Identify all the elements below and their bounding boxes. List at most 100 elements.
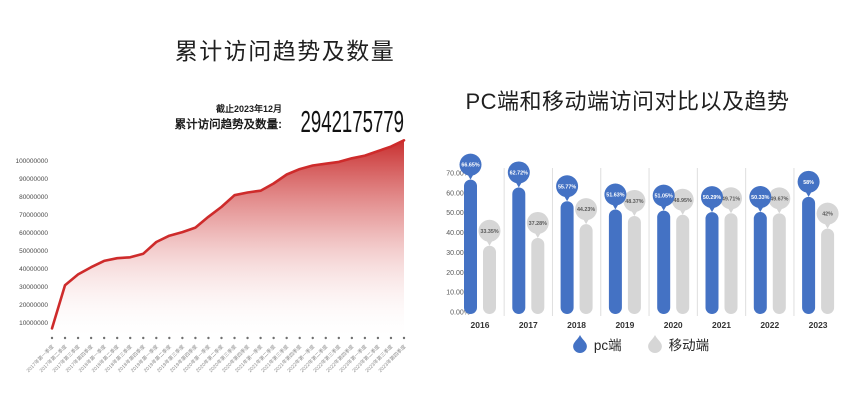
annotation-date-note: 截止2023年12月	[215, 104, 282, 114]
mobile-bar	[724, 213, 738, 314]
y-tick-label: 60.00%	[446, 190, 470, 197]
year-label: 2018	[567, 320, 586, 330]
year-label: 2021	[712, 320, 731, 330]
balloon-value-label: 51.05%	[655, 194, 673, 200]
pc-bar	[560, 201, 574, 314]
pc-bar	[608, 209, 622, 314]
x-tick-dot	[402, 336, 406, 340]
x-tick-dot	[233, 336, 236, 340]
cumulative-visits-panel: 累计访问趋势及数量 截止2023年12月 累计访问趋势及数量: 29421757…	[15, 38, 407, 374]
year-label: 2016	[471, 320, 490, 330]
balloon-value-label: 48.95%	[674, 198, 692, 204]
mobile-bar	[627, 215, 641, 314]
x-tick-dot	[311, 336, 314, 340]
x-tick-dot	[285, 336, 288, 340]
y-tick-label: 30000000	[19, 284, 48, 291]
y-tick-label: 50000000	[19, 248, 48, 255]
mobile-balloon: 37.28%	[526, 211, 549, 238]
pc-bar	[657, 210, 671, 314]
y-tick-label: 0.00%	[450, 310, 470, 317]
y-tick-label: 20.00%	[446, 270, 470, 277]
pc-bar	[705, 212, 719, 314]
x-tick-dot	[337, 336, 341, 340]
x-tick-dot	[298, 336, 301, 340]
y-tick-label: 50.00%	[446, 210, 470, 217]
x-tick-dot	[50, 336, 54, 340]
x-tick-dot	[259, 336, 262, 340]
right-chart-title: PC端和移动端访问对比以及趋势	[465, 89, 790, 114]
pc-balloon: 51.05%	[652, 184, 675, 211]
x-tick-dot	[324, 336, 327, 340]
balloon-value-label: 50.33%	[751, 195, 769, 201]
year-label: 2022	[760, 320, 779, 330]
balloon-value-label: 42%	[822, 212, 833, 218]
mobile-bar	[772, 213, 786, 314]
annotation-text-block: 截止2023年12月 累计访问趋势及数量:	[175, 102, 282, 134]
pc-balloon: 66.65%	[459, 153, 482, 180]
balloon-value-label: 49.71%	[722, 196, 740, 202]
mobile-balloon: 33.35%	[478, 219, 501, 246]
y-tick-label: 60000000	[19, 230, 48, 237]
balloon-value-label: 51.63%	[606, 192, 624, 198]
x-tick-dot	[63, 336, 67, 340]
y-tick-label: 90000000	[19, 176, 48, 183]
left-chart-title: 累计访问趋势及数量	[174, 38, 396, 64]
legend-item-mobile: 移动端	[647, 334, 710, 354]
legend-drop-icon	[647, 335, 662, 353]
x-tick-dot	[389, 336, 393, 340]
x-tick-dot	[363, 336, 367, 340]
x-tick-dot	[194, 336, 197, 340]
pc-balloon: 51.63%	[604, 183, 627, 210]
x-tick-dot	[246, 336, 249, 340]
y-tick-label: 40000000	[19, 266, 48, 273]
balloon-value-label: 50.29%	[703, 195, 721, 201]
balloon-value-label: 33.35%	[480, 229, 498, 235]
y-tick-label: 20000000	[19, 302, 48, 309]
x-tick-dot	[207, 336, 210, 340]
y-tick-label: 40.00%	[446, 230, 470, 237]
pc-balloon: 62.72%	[507, 161, 530, 188]
balloon-value-label: 44.23%	[577, 207, 595, 213]
x-tick-dot	[155, 336, 158, 340]
pc-bar	[512, 187, 526, 314]
y-tick-label: 10.00%	[446, 290, 470, 297]
x-tick-dot	[129, 336, 132, 340]
x-tick-dot	[181, 336, 184, 340]
mobile-balloon: 48.37%	[623, 189, 646, 216]
y-tick-label: 70000000	[19, 212, 48, 219]
mobile-bar	[531, 237, 545, 314]
balloon-value-label: 62.72%	[510, 170, 528, 176]
pc-mobile-panel: PC端和移动端访问对比以及趋势 0.00% 10.00% 20.00% 30.00% 4…	[430, 0, 852, 411]
x-tick-dot	[76, 336, 80, 340]
mobile-balloon: 48.95%	[671, 188, 694, 215]
pc-balloon: 50.29%	[701, 186, 723, 213]
cumulative-annotation: 截止2023年12月 累计访问趋势及数量: 2942175779	[175, 102, 404, 139]
mobile-bar	[676, 214, 690, 314]
mobile-balloon: 49.67%	[768, 187, 791, 214]
x-tick-dot	[89, 336, 93, 340]
x-tick-dot	[220, 336, 223, 340]
annotation-label: 累计访问趋势及数量:	[174, 119, 282, 131]
balloon-value-label: 48.37%	[625, 199, 643, 205]
trend-line	[50, 139, 406, 330]
x-tick-dot	[272, 336, 275, 340]
cumulative-area-chart: 10000000 20000000 30000000 40000000 50000000…	[15, 139, 407, 374]
pc-bar	[802, 196, 816, 314]
balloon-value-label: 58%	[803, 180, 814, 186]
mobile-bar	[483, 245, 496, 314]
legend-item-pc: pc端	[572, 334, 622, 354]
pc-bar	[753, 212, 767, 314]
balloon-value-label: 55.77%	[558, 184, 576, 190]
pc-balloon: 58%	[797, 170, 820, 197]
y-tick-label: 30.00%	[446, 250, 470, 257]
y-tick-label: 70.00%	[446, 171, 470, 178]
x-tick-dot	[115, 336, 119, 340]
legend-label: 移动端	[668, 338, 710, 353]
year-label: 2019	[615, 320, 634, 330]
year-label: 2017	[519, 320, 538, 330]
x-tick-dot	[142, 336, 145, 340]
legend-label: pc端	[593, 338, 622, 353]
cumulative-total-value: 2942175779	[300, 103, 404, 139]
x-tick-dot	[168, 336, 171, 340]
year-label: 2020	[664, 320, 683, 330]
